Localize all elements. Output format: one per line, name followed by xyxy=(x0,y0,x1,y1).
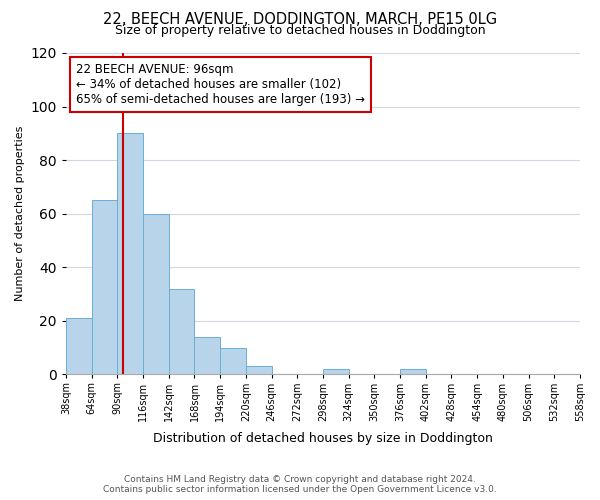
Bar xyxy=(143,214,169,374)
Y-axis label: Number of detached properties: Number of detached properties xyxy=(15,126,25,302)
Text: Size of property relative to detached houses in Doddington: Size of property relative to detached ho… xyxy=(115,24,485,37)
Bar xyxy=(246,366,272,374)
Text: 22, BEECH AVENUE, DODDINGTON, MARCH, PE15 0LG: 22, BEECH AVENUE, DODDINGTON, MARCH, PE1… xyxy=(103,12,497,28)
Bar xyxy=(66,318,92,374)
Bar xyxy=(118,134,143,374)
Bar xyxy=(92,200,118,374)
Text: 22 BEECH AVENUE: 96sqm
← 34% of detached houses are smaller (102)
65% of semi-de: 22 BEECH AVENUE: 96sqm ← 34% of detached… xyxy=(76,62,365,106)
Bar xyxy=(194,337,220,374)
Bar xyxy=(169,288,194,374)
Bar xyxy=(400,369,426,374)
Bar xyxy=(220,348,246,374)
Text: Contains HM Land Registry data © Crown copyright and database right 2024.
Contai: Contains HM Land Registry data © Crown c… xyxy=(103,474,497,494)
X-axis label: Distribution of detached houses by size in Doddington: Distribution of detached houses by size … xyxy=(153,432,493,445)
Bar xyxy=(323,369,349,374)
